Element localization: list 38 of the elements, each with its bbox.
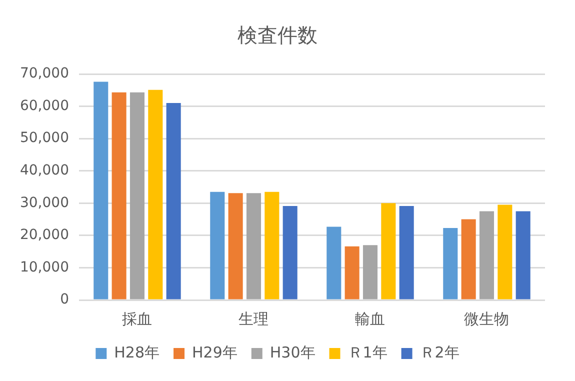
bar (148, 90, 163, 300)
bar (246, 193, 262, 300)
bar (498, 204, 512, 300)
x-tick-label: 生理 (238, 310, 269, 328)
bar (461, 219, 476, 300)
y-tick-label: 30,000 (20, 194, 69, 211)
bar (264, 192, 280, 300)
x-tick-label: 微生物 (464, 310, 510, 328)
bar (282, 206, 298, 300)
y-tick-label: 50,000 (20, 130, 69, 146)
bar (344, 246, 360, 300)
y-tick-label: 70,000 (20, 66, 69, 82)
bar (210, 192, 225, 300)
bar (381, 203, 396, 300)
chart-title: 検査件数 (238, 23, 318, 48)
bar (479, 211, 494, 300)
bar (166, 103, 181, 300)
x-tick-label: 採血 (122, 310, 152, 328)
x-tick-label: 輸血 (355, 310, 386, 328)
y-tick-label: 0 (60, 292, 69, 308)
legend-label: H29年 (192, 343, 238, 362)
y-tick-label: 60,000 (20, 98, 69, 114)
bar (130, 92, 145, 300)
legend-label: H30年 (270, 343, 316, 362)
y-tick-label: 40,000 (20, 162, 69, 178)
bar (399, 206, 414, 300)
legend-label: Ｒ2年 (420, 343, 460, 362)
legend-label: Ｒ1年 (348, 343, 388, 362)
bar (94, 82, 108, 300)
bar (362, 245, 378, 300)
bar (326, 226, 342, 300)
bar (516, 211, 530, 300)
bar (112, 92, 126, 300)
bar (228, 193, 243, 300)
legend-label: H28年 (114, 343, 160, 362)
y-tick-label: 10,000 (20, 259, 69, 276)
y-tick-label: 20,000 (20, 227, 69, 244)
bar (443, 228, 458, 300)
